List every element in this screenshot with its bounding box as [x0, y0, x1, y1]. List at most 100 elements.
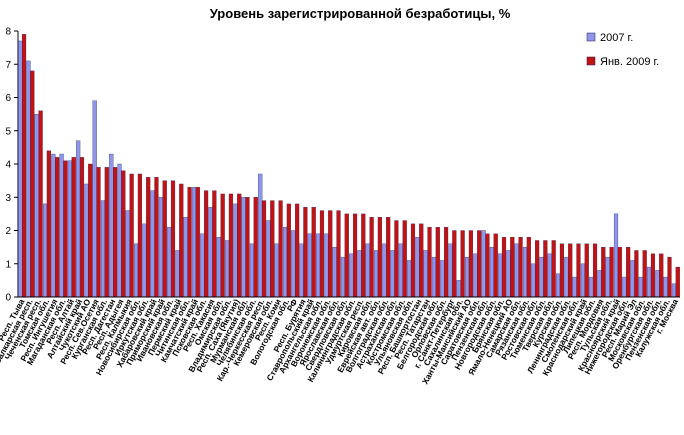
- bar-2009-8: [88, 163, 93, 298]
- bar-2007-29: [258, 173, 263, 298]
- bar-2007-49: [423, 250, 428, 298]
- y-tick-label: 0: [5, 293, 11, 304]
- bar-2009-7: [79, 157, 85, 298]
- bar-2009-6: [71, 157, 76, 298]
- bar-2009-52: [452, 230, 457, 298]
- bar-2007-33: [291, 230, 296, 298]
- bar-2009-48: [419, 223, 424, 298]
- bar-2007-48: [415, 236, 420, 298]
- bar-2009-78: [667, 256, 672, 298]
- bar-2007-13: [125, 210, 130, 298]
- bar-2009-67: [576, 243, 581, 298]
- bar-2007-61: [522, 246, 528, 298]
- bar-2007-57: [489, 246, 494, 298]
- bar-2007-44: [382, 243, 387, 298]
- chart-title: Уровень зарегистрированной безработицы, …: [210, 6, 511, 21]
- bar-2009-23: [212, 190, 217, 298]
- bar-2007-41: [357, 250, 362, 298]
- y-tick-label: 2: [5, 226, 11, 237]
- bar-2007-31: [274, 243, 279, 298]
- bar-2009-79: [675, 266, 680, 298]
- bar-2009-69: [592, 243, 598, 298]
- bar-2009-63: [543, 240, 548, 298]
- bar-2007-77: [655, 270, 660, 298]
- bar-2009-59: [510, 236, 515, 298]
- bar-2009-61: [526, 236, 531, 298]
- bar-2007-45: [390, 250, 395, 298]
- bar-2007-19: [175, 250, 180, 298]
- bar-2009-44: [386, 217, 391, 298]
- bar-2007-71: [605, 256, 610, 298]
- y-tick-label: 5: [5, 126, 11, 137]
- bar-2009-1: [30, 70, 35, 298]
- bar-2009-68: [584, 243, 589, 298]
- legend: 2007 г. Янв. 2009 г.: [586, 32, 659, 68]
- bar-2009-10: [104, 167, 109, 298]
- bar-2007-63: [539, 256, 544, 298]
- bar-2007-59: [506, 250, 511, 298]
- bar-2007-24: [216, 236, 221, 298]
- bar-2009-11: [113, 167, 118, 298]
- bar-2009-46: [402, 220, 407, 298]
- bar-2007-15: [142, 223, 147, 298]
- bar-2007-21: [191, 187, 197, 298]
- bar-2007-6: [67, 160, 72, 298]
- bar-2007-79: [671, 283, 677, 298]
- bar-2009-58: [501, 236, 507, 298]
- bar-2009-38: [336, 210, 341, 298]
- bar-2007-75: [638, 276, 643, 298]
- bar-2009-57: [493, 233, 498, 298]
- bar-2007-58: [498, 253, 503, 298]
- bar-2009-24: [220, 193, 225, 298]
- bar-2007-51: [440, 260, 445, 298]
- bar-2009-75: [642, 250, 647, 298]
- bar-2009-22: [204, 190, 209, 298]
- bar-2007-25: [225, 240, 230, 298]
- bar-2009-25: [228, 193, 233, 298]
- bar-2009-47: [410, 223, 416, 298]
- bar-2009-29: [261, 200, 267, 298]
- bar-2009-74: [634, 250, 639, 298]
- bar-2007-3: [42, 203, 48, 298]
- bar-2009-14: [137, 173, 142, 298]
- bar-2007-4: [51, 153, 56, 298]
- bar-2007-60: [514, 243, 519, 298]
- bar-2009-32: [286, 203, 291, 298]
- bar-2009-26: [237, 193, 242, 298]
- bar-2007-69: [589, 276, 594, 298]
- bar-2009-34: [303, 207, 308, 298]
- bar-2007-36: [316, 233, 321, 298]
- bar-2007-0: [18, 40, 23, 298]
- bar-2009-54: [468, 230, 473, 298]
- bar-2009-42: [369, 217, 374, 298]
- bar-2009-5: [63, 160, 68, 298]
- y-tick-label: 4: [5, 160, 11, 171]
- bar-2007-5: [59, 153, 64, 298]
- bar-2009-39: [344, 213, 349, 298]
- bar-2009-60: [518, 236, 523, 298]
- bars-group: [18, 34, 680, 298]
- bar-2009-71: [609, 246, 614, 298]
- bar-2007-46: [398, 243, 403, 298]
- legend-swatch-1: [586, 56, 596, 66]
- bar-2007-38: [332, 246, 337, 298]
- bar-2007-47: [407, 260, 412, 298]
- bar-2009-2: [38, 110, 43, 298]
- bar-2007-73: [622, 276, 627, 298]
- bar-2007-70: [597, 270, 602, 298]
- bar-2009-0: [21, 34, 27, 298]
- bar-2009-76: [650, 253, 656, 298]
- y-tick-label: 7: [5, 60, 11, 71]
- bar-2009-21: [195, 187, 200, 298]
- bar-2007-55: [473, 253, 478, 298]
- bar-2007-40: [349, 253, 354, 298]
- bar-2009-56: [485, 233, 490, 298]
- bar-2007-52: [448, 243, 453, 298]
- bar-2007-17: [158, 197, 163, 298]
- bar-2009-55: [477, 230, 482, 298]
- bar-2007-67: [572, 276, 577, 298]
- bar-2009-64: [551, 240, 556, 298]
- bar-2007-10: [100, 200, 106, 298]
- bar-2009-9: [96, 167, 101, 298]
